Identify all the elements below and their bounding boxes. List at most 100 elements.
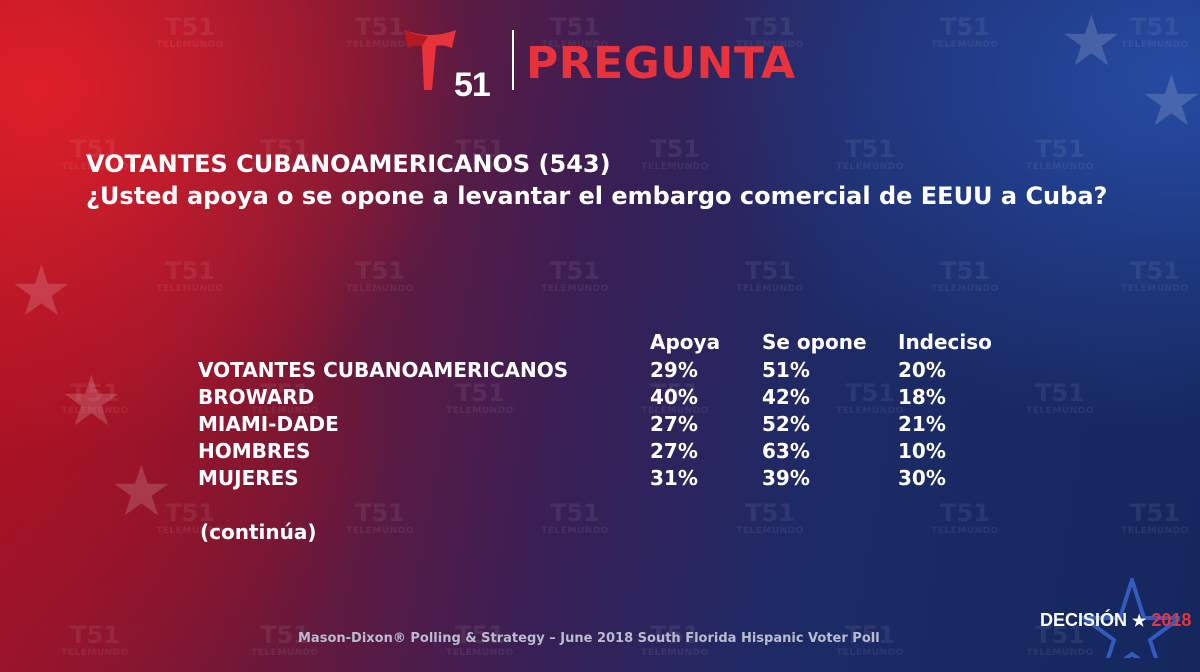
telemundo-watermark: T51 TELEMUNDO <box>635 622 715 666</box>
row-label: VOTANTES CUBANOAMERICANOS <box>198 358 569 382</box>
watermark-number: T51 <box>550 13 600 41</box>
watermark-label: TELEMUNDO <box>251 648 319 658</box>
channel-number: 51 <box>454 66 491 104</box>
flag-star-decoration: ★ <box>1060 0 1123 82</box>
source-footer: Mason-Dixon® Polling & Strategy – June 2… <box>298 631 880 646</box>
telemundo-watermark: T51 TELEMUNDO <box>535 14 615 58</box>
watermark-label: TELEMUNDO <box>346 40 414 50</box>
telemundo-watermark: T51 TELEMUNDO <box>440 136 520 180</box>
watermark-number: T51 <box>745 13 795 41</box>
column-header: Indeciso <box>898 330 992 354</box>
telemundo-watermark: T51 TELEMUNDO <box>245 622 325 666</box>
watermark-number: T51 <box>745 499 795 527</box>
badge-star-outline-icon <box>1077 578 1180 658</box>
watermark-number: T51 <box>455 135 505 163</box>
header-divider <box>512 30 514 90</box>
watermark-label: TELEMUNDO <box>541 40 609 50</box>
telemundo-watermark: T51 TELEMUNDO <box>440 380 520 424</box>
watermark-number: T51 <box>165 13 215 41</box>
row-label: MUJERES <box>198 466 299 490</box>
watermark-number: T51 <box>745 257 795 285</box>
telemundo-watermark: T51 TELEMUNDO <box>1115 500 1195 544</box>
column-header: Se opone <box>762 330 867 354</box>
telemundo-watermark: T51 TELEMUNDO <box>925 500 1005 544</box>
telemundo-watermark: T51 TELEMUNDO <box>55 136 135 180</box>
question-text: ¿Usted apoya o se opone a levantar el em… <box>86 182 1108 210</box>
watermark-label: TELEMUNDO <box>931 40 999 50</box>
watermark-label: TELEMUNDO <box>931 284 999 294</box>
telemundo-watermark: T51 TELEMUNDO <box>245 136 325 180</box>
watermark-number: T51 <box>455 379 505 407</box>
table-cell: 10% <box>898 439 946 463</box>
watermark-number: T51 <box>1035 135 1085 163</box>
watermark-number: T51 <box>1130 257 1180 285</box>
watermark-label: TELEMUNDO <box>61 162 129 172</box>
telemundo-watermark: T51 TELEMUNDO <box>635 136 715 180</box>
watermark-label: TELEMUNDO <box>446 406 514 416</box>
watermark-label: TELEMUNDO <box>541 284 609 294</box>
telemundo-watermark: T51 TELEMUNDO <box>55 380 135 424</box>
watermark-label: TELEMUNDO <box>1026 648 1094 658</box>
watermark-number: T51 <box>845 621 895 649</box>
watermark-number: T51 <box>260 621 310 649</box>
telemundo-watermark: T51 TELEMUNDO <box>1020 380 1100 424</box>
watermark-number: T51 <box>70 621 120 649</box>
telemundo-watermark: T51 TELEMUNDO <box>830 622 910 666</box>
watermark-number: T51 <box>550 257 600 285</box>
telemundo-watermark: T51 TELEMUNDO <box>730 258 810 302</box>
telemundo-watermark: T51 TELEMUNDO <box>1115 14 1195 58</box>
watermark-number: T51 <box>260 379 310 407</box>
watermark-label: TELEMUNDO <box>931 526 999 536</box>
telemundo-watermark: T51 TELEMUNDO <box>635 380 715 424</box>
row-label: HOMBRES <box>198 439 311 463</box>
watermark-number: T51 <box>165 257 215 285</box>
telemundo-watermark: T51 TELEMUNDO <box>150 500 230 544</box>
watermark-number: T51 <box>1130 499 1180 527</box>
telemundo-watermark: T51 TELEMUNDO <box>830 380 910 424</box>
table-cell: 31% <box>650 466 698 490</box>
telemundo-watermark: T51 TELEMUNDO <box>535 500 615 544</box>
telemundo-watermark: T51 TELEMUNDO <box>730 500 810 544</box>
telemundo-watermark: T51 TELEMUNDO <box>1020 136 1100 180</box>
header-title: PREGUNTA <box>526 38 796 89</box>
watermark-number: T51 <box>1130 13 1180 41</box>
flag-star-decoration: ★ <box>1140 60 1200 142</box>
telemundo-watermark: T51 TELEMUNDO <box>1115 258 1195 302</box>
watermark-number: T51 <box>165 499 215 527</box>
table-cell: 52% <box>762 412 810 436</box>
watermark-label: TELEMUNDO <box>61 406 129 416</box>
watermark-number: T51 <box>845 379 895 407</box>
watermark-label: TELEMUNDO <box>156 284 224 294</box>
telemundo-watermark: T51 TELEMUNDO <box>730 14 810 58</box>
watermark-label: TELEMUNDO <box>641 648 709 658</box>
column-header: Apoya <box>650 330 721 354</box>
watermark-label: TELEMUNDO <box>641 162 709 172</box>
watermark-label: TELEMUNDO <box>61 648 129 658</box>
telemundo-watermark: T51 TELEMUNDO <box>150 14 230 58</box>
badge-word: DECISIÓN <box>1040 610 1128 630</box>
watermark-number: T51 <box>650 621 700 649</box>
watermark-label: TELEMUNDO <box>156 526 224 536</box>
telemundo-watermark: T51 TELEMUNDO <box>1020 622 1100 666</box>
continued-note: (continúa) <box>200 520 317 544</box>
watermark-number: T51 <box>845 135 895 163</box>
badge-year: 2018 <box>1151 610 1192 630</box>
table-cell: 42% <box>762 385 810 409</box>
telemundo-watermark: T51 TELEMUNDO <box>925 258 1005 302</box>
watermark-number: T51 <box>650 379 700 407</box>
table-cell: 18% <box>898 385 946 409</box>
watermark-label: TELEMUNDO <box>1121 526 1189 536</box>
badge-text: DECISIÓN ★ 2018 <box>1040 610 1191 631</box>
watermark-label: TELEMUNDO <box>836 162 904 172</box>
telemundo-watermark: T51 TELEMUNDO <box>245 380 325 424</box>
watermark-number: T51 <box>355 13 405 41</box>
flag-star-decoration: ★ <box>10 250 73 332</box>
watermark-label: TELEMUNDO <box>1026 162 1094 172</box>
watermark-label: TELEMUNDO <box>446 648 514 658</box>
watermark-label: TELEMUNDO <box>641 406 709 416</box>
watermark-number: T51 <box>70 135 120 163</box>
watermark-label: TELEMUNDO <box>836 406 904 416</box>
watermark-number: T51 <box>1035 379 1085 407</box>
